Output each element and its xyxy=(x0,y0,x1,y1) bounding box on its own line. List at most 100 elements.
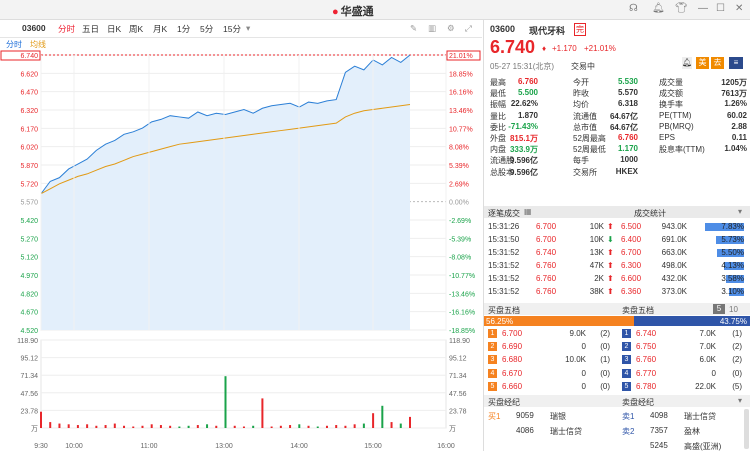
ask-price: 6.740 xyxy=(636,329,657,338)
tab-5day[interactable]: 五日 xyxy=(82,24,100,34)
tab-month-k[interactable]: 月K xyxy=(153,24,168,34)
quote-time: 05-27 15:31(北京) xyxy=(490,62,555,71)
stat-price: 6.360 xyxy=(621,287,642,296)
stat-value: 6.760 xyxy=(617,133,638,142)
buy-broker-name[interactable]: 瑞银 xyxy=(550,412,566,421)
headset-icon[interactable]: ☊ xyxy=(629,3,638,14)
stat-label: 52周最低 xyxy=(573,145,606,155)
ask-level-badge: 5 xyxy=(622,381,631,391)
tab-average[interactable]: 均线 xyxy=(30,40,46,49)
pencil-icon[interactable]: ✎ xyxy=(410,23,418,33)
volume-bar xyxy=(289,425,292,428)
stat-value: 22.62% xyxy=(510,99,538,109)
tab-1min[interactable]: 1分 xyxy=(177,24,191,34)
volume-bar xyxy=(95,425,98,428)
stat-ratio-bar xyxy=(716,249,744,257)
sell-broker-id[interactable]: 7357 xyxy=(650,426,668,435)
sell-broker-name[interactable]: 高盛(亚洲) xyxy=(684,442,722,451)
bid-price: 6.700 xyxy=(502,329,523,338)
logo-mark-icon: ● xyxy=(332,6,339,18)
grid-icon[interactable]: ▦ xyxy=(524,207,532,216)
bid-volume: 9.0K xyxy=(569,329,586,338)
tab-day-k[interactable]: 日K xyxy=(107,24,122,34)
stat-label: 交易所 xyxy=(573,167,597,177)
menu-icon[interactable]: ≡ xyxy=(729,57,743,69)
time-tick-label: 16:00 xyxy=(437,443,455,450)
stat-label: 成交量 xyxy=(659,78,683,87)
ask-volume: 7.0K xyxy=(699,329,716,338)
stat-volume: 663.0K xyxy=(661,248,687,257)
stat-label: PB(MRQ) xyxy=(659,121,694,131)
stat-value: 815.1万 xyxy=(509,134,538,143)
shirt-icon[interactable]: 👕︎ xyxy=(675,3,688,14)
bell-icon[interactable]: 🔔︎ xyxy=(682,57,693,69)
trade-time: 15:31:26 xyxy=(488,222,520,231)
tab-15min[interactable]: 15分 xyxy=(223,24,241,34)
scrollbar[interactable] xyxy=(744,409,749,449)
trade-time: 15:31:52 xyxy=(488,287,520,296)
volume-bar xyxy=(196,425,199,428)
stat-value: 1205万 xyxy=(721,78,747,87)
stat-value: 6.760 xyxy=(517,77,538,86)
buy-book-title: 买盘五档 xyxy=(488,306,520,315)
tab-week-k[interactable]: 周K xyxy=(129,24,144,34)
stat-label: 外盘 xyxy=(490,134,506,143)
volume-bar xyxy=(178,426,181,428)
time-tick-label: 9:30 xyxy=(34,443,48,450)
sell-broker-id[interactable]: 4098 xyxy=(650,411,668,420)
volume-bar xyxy=(307,425,310,428)
chart-toolbar: 03600 分时 五日 日K 周K 月K 1分 5分 15分 ▾ ✎ ▥ ⚙ ⤢ xyxy=(0,19,482,38)
stat-value: 1.170 xyxy=(617,144,638,154)
ask-level-badge: 2 xyxy=(622,342,631,352)
chevron-down-icon[interactable]: ▾ xyxy=(246,23,251,33)
volume-bar xyxy=(298,424,301,428)
bid-level-badge: 3 xyxy=(488,355,497,365)
chevron-down-icon[interactable]: ▾ xyxy=(738,207,743,216)
tab-minute[interactable]: 分时 xyxy=(6,40,22,49)
levels-5-button[interactable]: 5 xyxy=(713,304,725,314)
volume-bar xyxy=(132,426,135,428)
bid-volume: 0 xyxy=(581,381,586,391)
chevron-down-icon[interactable]: ▾ xyxy=(738,396,743,405)
levels-10-button[interactable]: 10 xyxy=(729,305,738,314)
tab-intraday[interactable]: 分时 xyxy=(58,24,76,34)
sell-broker-name[interactable]: 盈林 xyxy=(684,427,700,436)
trade-price: 6.740 xyxy=(536,248,557,257)
trade-volume: 38K xyxy=(589,287,604,296)
sell-broker-id[interactable]: 5245 xyxy=(650,441,668,450)
volume-bar xyxy=(242,426,245,428)
buy-broker-id[interactable]: 4086 xyxy=(516,426,534,435)
buy-broker-name[interactable]: 瑞士信贷 xyxy=(550,427,582,436)
stat-ratio-bar xyxy=(705,223,744,231)
ask-level-badge: 4 xyxy=(622,368,631,378)
gear-icon[interactable]: ⚙ xyxy=(447,23,455,33)
minimize-icon[interactable]: — xyxy=(698,3,708,14)
close-icon[interactable]: ✕ xyxy=(735,3,744,14)
ask-volume: 0 xyxy=(711,368,716,378)
trade-time: 15:31:52 xyxy=(488,274,520,283)
stat-ratio: 7.83% xyxy=(721,222,744,231)
price-tick-label: 5.420 xyxy=(20,218,38,225)
maximize-icon[interactable]: ☐ xyxy=(716,3,725,14)
price-tick-highlight xyxy=(0,50,41,61)
badge-go[interactable]: 去 xyxy=(711,57,724,69)
layout-icon[interactable]: ▥ xyxy=(428,23,437,33)
stat-label: 昨收 xyxy=(573,89,589,99)
stat-label: 均价 xyxy=(573,100,589,110)
trade-price: 6.700 xyxy=(536,235,557,244)
stat-value: HKEX xyxy=(615,166,638,176)
buy-broker-id[interactable]: 9059 xyxy=(516,411,534,420)
stat-value: 9.596亿 xyxy=(509,167,538,177)
stat-value: 6.318 xyxy=(617,99,638,109)
ask-price: 6.750 xyxy=(636,342,657,352)
badge-us[interactable]: 美 xyxy=(696,57,709,69)
bid-volume: 0 xyxy=(581,342,586,352)
sell-broker-name[interactable]: 瑞士信贷 xyxy=(684,412,716,421)
bell-icon[interactable]: 🔔︎ xyxy=(652,3,665,14)
tab-5min[interactable]: 5分 xyxy=(200,24,214,34)
stat-ratio-bar xyxy=(723,262,744,270)
bid-orders: (0) xyxy=(600,381,610,391)
stat-volume: 498.0K xyxy=(661,261,687,270)
expand-icon[interactable]: ⤢ xyxy=(465,23,472,33)
trade-volume: 2K xyxy=(594,274,604,283)
